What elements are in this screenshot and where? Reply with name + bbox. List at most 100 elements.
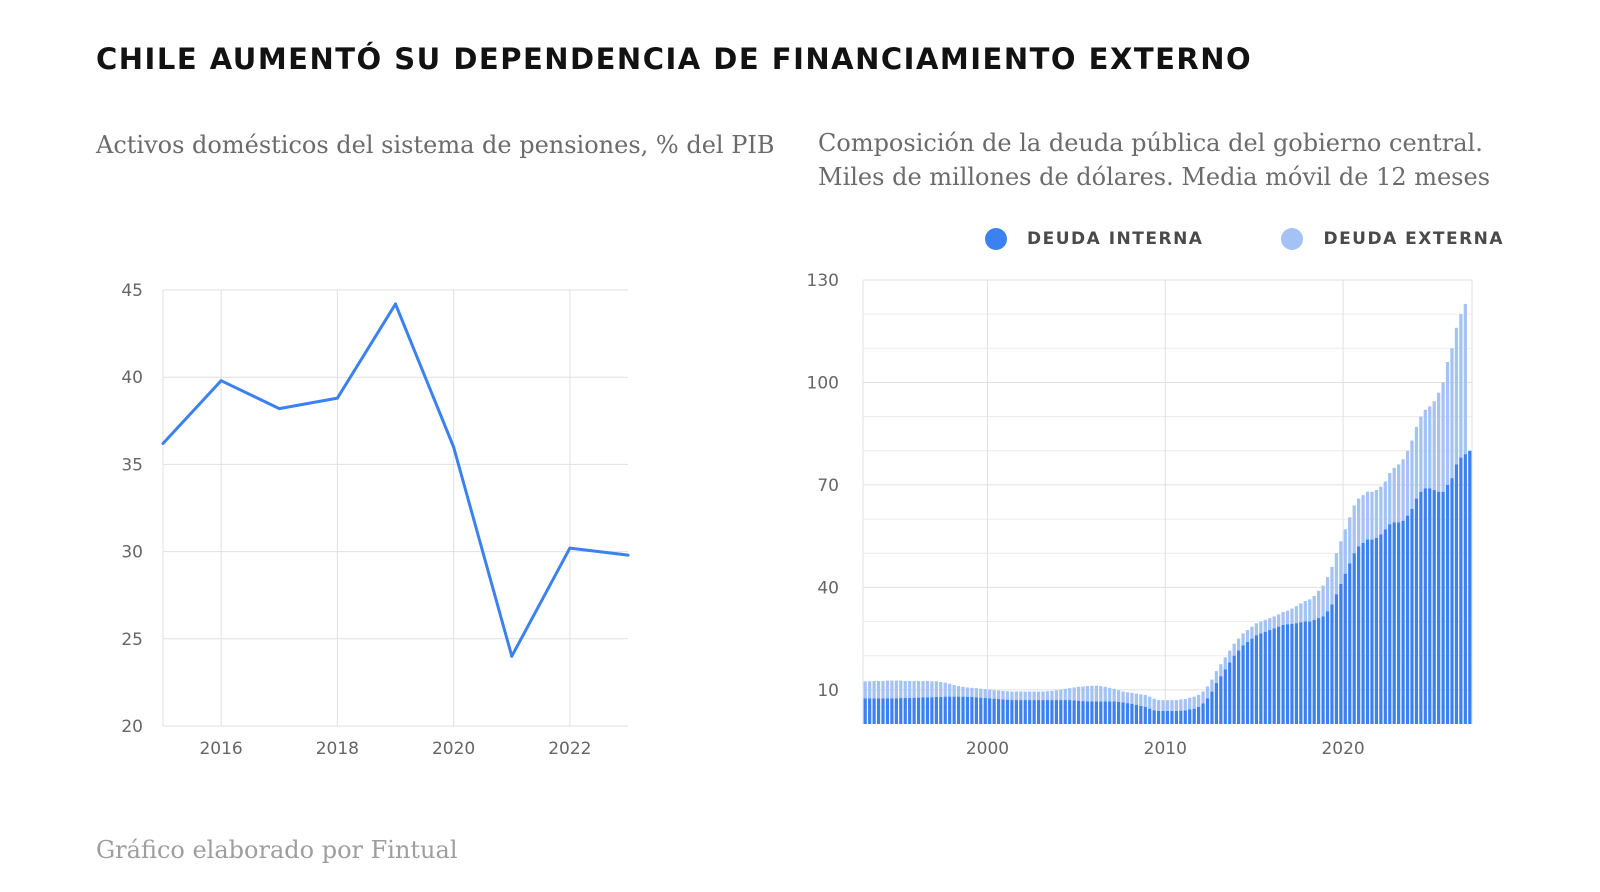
bar-internal <box>1423 488 1427 724</box>
bar-internal <box>1401 520 1405 724</box>
bar-internal <box>1450 478 1454 724</box>
bar-internal <box>996 699 1001 724</box>
pension-assets-line-chart: 20 25 30 35 40 45 2016 2018 2020 2022 <box>121 281 630 759</box>
bar-internal <box>1259 633 1263 724</box>
bar-internal <box>948 696 952 724</box>
bar-internal <box>1352 553 1356 724</box>
bar-external <box>1028 691 1032 701</box>
bar-external <box>1410 440 1414 509</box>
bar-internal <box>965 697 970 724</box>
bar-external <box>1263 619 1267 632</box>
bar-external <box>881 680 885 699</box>
bar-internal <box>1272 628 1276 724</box>
bar-internal <box>1161 711 1165 724</box>
y-tick-label: 30 <box>121 543 143 563</box>
bar-external <box>965 687 970 698</box>
bar-internal <box>1379 534 1383 724</box>
bar-external <box>1228 650 1232 663</box>
bar-external <box>1299 603 1303 623</box>
bar-external <box>1099 686 1103 702</box>
bar-internal <box>1405 515 1410 724</box>
x-tick-label: 2000 <box>966 739 1009 759</box>
y-tick-label: 100 <box>807 373 839 393</box>
bar-external <box>1419 416 1423 492</box>
bar-internal <box>1041 700 1045 724</box>
bar-external <box>1290 608 1294 624</box>
bar-external <box>1121 691 1125 703</box>
bar-internal <box>1441 491 1445 724</box>
bar-internal <box>1223 669 1227 724</box>
bar-external <box>1005 691 1010 700</box>
bar-external <box>1374 490 1379 538</box>
bar-internal <box>876 698 881 724</box>
x-tick-label: 2018 <box>316 739 359 759</box>
bar-external <box>1361 495 1365 543</box>
bar-internal <box>1063 700 1067 724</box>
bar-internal <box>1370 539 1374 724</box>
bar-external <box>1041 691 1045 701</box>
bar-external <box>1036 691 1041 701</box>
bar-external <box>1068 688 1072 701</box>
bar-internal <box>1241 645 1245 724</box>
bar-external <box>1170 700 1174 712</box>
bar-internal <box>1419 491 1423 724</box>
bar-internal <box>956 696 961 724</box>
bar-external <box>1348 517 1352 564</box>
bar-internal <box>1112 701 1116 724</box>
bar-external <box>1045 691 1050 701</box>
bar-external <box>1054 690 1058 701</box>
bar-external <box>952 685 956 697</box>
bar-external <box>912 680 916 698</box>
bar-internal <box>1014 700 1018 724</box>
bar-internal <box>974 697 978 724</box>
bar-external <box>916 680 921 698</box>
bar-internal <box>1090 701 1094 724</box>
bar-external <box>1281 611 1285 625</box>
bar-external <box>1334 553 1339 595</box>
bar-external <box>1441 382 1445 492</box>
bar-internal <box>1232 655 1236 724</box>
bar-internal <box>1365 539 1370 724</box>
bar-internal <box>1445 484 1450 724</box>
legend-item-internal: DEUDA INTERNA <box>985 228 1203 250</box>
bar-external <box>1130 692 1134 704</box>
bar-internal <box>1165 711 1170 724</box>
bar-external <box>1379 486 1383 535</box>
bar-internal <box>1281 624 1285 724</box>
data-point <box>277 407 281 411</box>
y-tick-label: 130 <box>807 271 839 291</box>
bar-internal <box>1250 638 1254 724</box>
bar-external <box>983 689 987 699</box>
bar-external <box>1210 679 1214 692</box>
bar-external <box>1032 691 1036 701</box>
bar-internal <box>1361 542 1365 724</box>
bar-external <box>1254 623 1259 636</box>
bar-external <box>1156 700 1161 712</box>
data-point <box>335 396 339 400</box>
x-tick-label: 2010 <box>1144 739 1187 759</box>
bar-internal <box>916 697 921 724</box>
right-chart-subtitle: Composición de la deuda pública del gobi… <box>818 126 1518 194</box>
bar-internal <box>939 697 943 724</box>
bar-internal <box>1174 711 1179 724</box>
y-tick-label: 20 <box>121 717 143 737</box>
bar-internal <box>1343 573 1347 724</box>
bar-external <box>1370 491 1374 540</box>
bar-internal <box>1103 701 1107 724</box>
y-tick-label: 35 <box>121 455 143 475</box>
bar-internal <box>1179 710 1183 724</box>
bar-internal <box>1312 619 1316 724</box>
bar-internal <box>1299 622 1303 724</box>
bar-internal <box>1437 491 1441 724</box>
bar-external <box>1063 688 1067 701</box>
y-tick-label: 40 <box>817 578 839 598</box>
bar-internal <box>992 698 996 724</box>
bar-internal <box>952 696 956 724</box>
bar-internal <box>930 697 934 724</box>
bar-internal <box>1374 537 1379 724</box>
bar-external <box>1103 686 1107 702</box>
x-tick-label: 2022 <box>548 739 591 759</box>
y-tick-label: 45 <box>121 281 143 301</box>
bar-internal <box>1121 702 1125 724</box>
bar-internal <box>921 697 925 724</box>
